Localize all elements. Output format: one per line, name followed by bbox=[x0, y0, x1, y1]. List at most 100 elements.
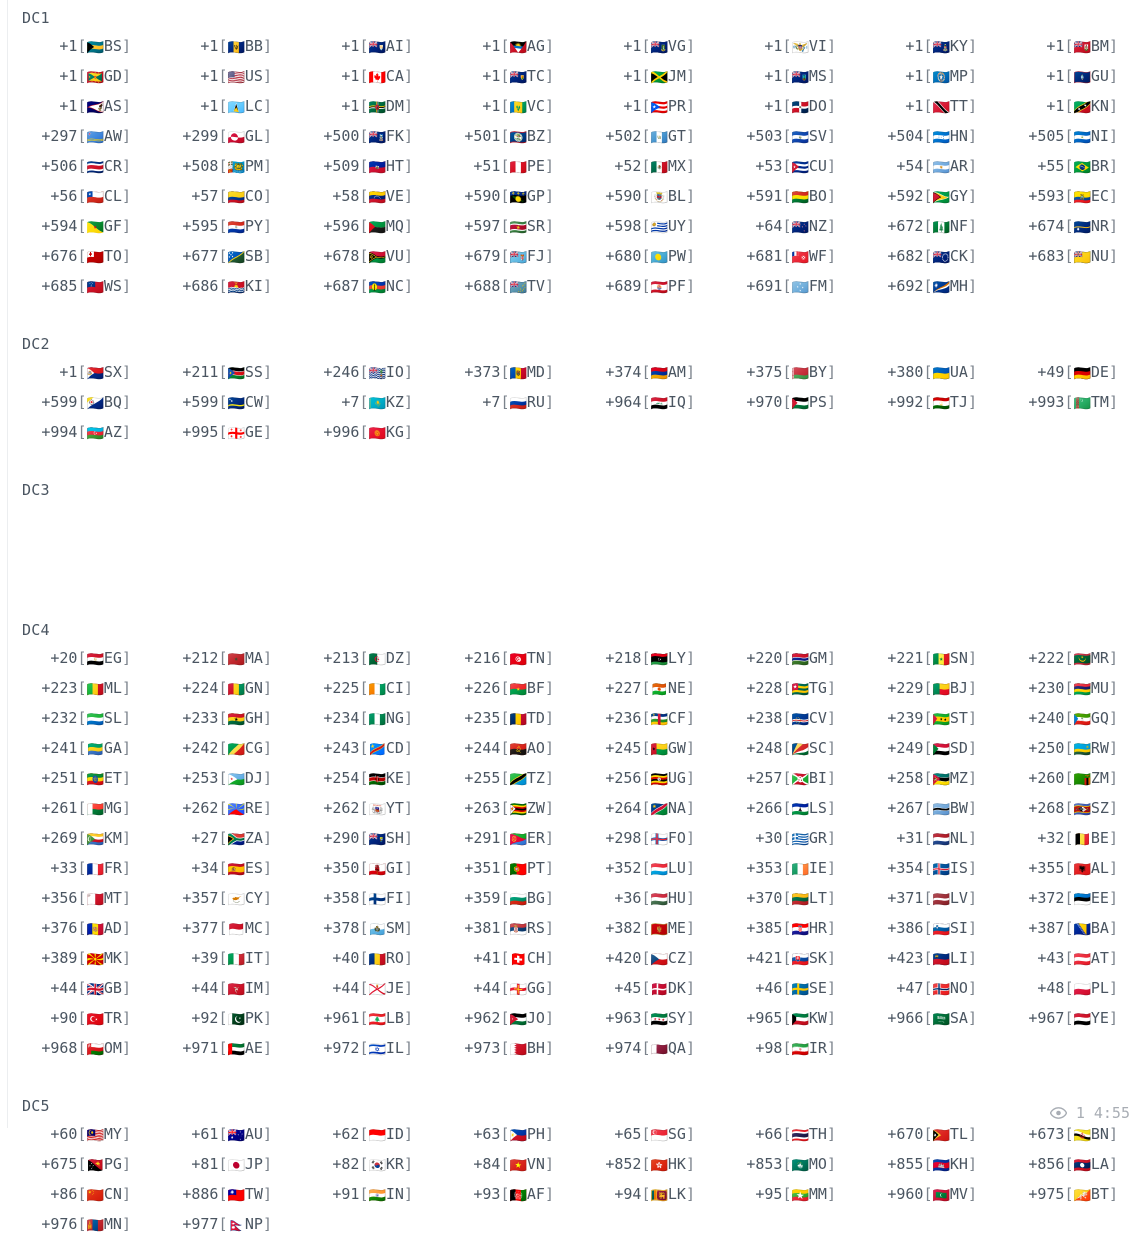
dial-code-entry[interactable]: +254[🇰🇪KE] bbox=[294, 764, 435, 794]
dial-code-entry[interactable]: +960[🇲🇻MV] bbox=[858, 1180, 999, 1210]
dial-code-entry[interactable]: +268[🇸🇿SZ] bbox=[999, 794, 1140, 824]
dial-code-entry[interactable]: +673[🇧🇳BN] bbox=[999, 1120, 1140, 1150]
dial-code-entry[interactable]: +423[🇱🇮LI] bbox=[858, 944, 999, 974]
dial-code-entry[interactable]: +1[🇲🇵MP] bbox=[858, 62, 999, 92]
dial-code-entry[interactable]: +238[🇨🇻CV] bbox=[717, 704, 858, 734]
dial-code-entry[interactable]: +386[🇸🇮SI] bbox=[858, 914, 999, 944]
dial-code-entry[interactable]: +967[🇾🇪YE] bbox=[999, 1004, 1140, 1034]
dial-code-entry[interactable]: +234[🇳🇬NG] bbox=[294, 704, 435, 734]
dial-code-entry[interactable]: +239[🇸🇹ST] bbox=[858, 704, 999, 734]
dial-code-entry[interactable]: +359[🇧🇬BG] bbox=[435, 884, 576, 914]
dial-code-entry[interactable]: +98[🇮🇷IR] bbox=[717, 1034, 858, 1064]
dial-code-entry[interactable]: +686[🇰🇮KI] bbox=[153, 272, 294, 302]
dial-code-entry[interactable]: +994[🇦🇿AZ] bbox=[12, 418, 153, 448]
dial-code-entry[interactable]: +1[🇦🇮AI] bbox=[294, 32, 435, 62]
dial-code-entry[interactable]: +45[🇩🇰DK] bbox=[576, 974, 717, 1004]
dial-code-entry[interactable]: +222[🇲🇷MR] bbox=[999, 644, 1140, 674]
dial-code-entry[interactable]: +95[🇲🇲MM] bbox=[717, 1180, 858, 1210]
dial-code-entry[interactable]: +689[🇵🇫PF] bbox=[576, 272, 717, 302]
dial-code-entry[interactable]: +27[🇿🇦ZA] bbox=[153, 824, 294, 854]
dial-code-entry[interactable]: +975[🇧🇹BT] bbox=[999, 1180, 1140, 1210]
dial-code-entry[interactable]: +1[🇨🇦CA] bbox=[294, 62, 435, 92]
dial-code-entry[interactable]: +92[🇵🇰PK] bbox=[153, 1004, 294, 1034]
dial-code-entry[interactable]: +48[🇵🇱PL] bbox=[999, 974, 1140, 1004]
dial-code-entry[interactable]: +251[🇪🇹ET] bbox=[12, 764, 153, 794]
dial-code-entry[interactable]: +681[🇼🇫WF] bbox=[717, 242, 858, 272]
dial-code-entry[interactable]: +676[🇹🇴TO] bbox=[12, 242, 153, 272]
dial-code-entry[interactable]: +220[🇬🇲GM] bbox=[717, 644, 858, 674]
dial-code-entry[interactable]: +385[🇭🇷HR] bbox=[717, 914, 858, 944]
dial-code-entry[interactable]: +389[🇲🇰MK] bbox=[12, 944, 153, 974]
dial-code-entry[interactable]: +60[🇲🇾MY] bbox=[12, 1120, 153, 1150]
dial-code-entry[interactable]: +66[🇹🇭TH] bbox=[717, 1120, 858, 1150]
dial-code-entry[interactable]: +677[🇸🇧SB] bbox=[153, 242, 294, 272]
dial-code-entry[interactable]: +692[🇲🇭MH] bbox=[858, 272, 999, 302]
dial-code-entry[interactable]: +262[🇷🇪RE] bbox=[153, 794, 294, 824]
dial-code-entry[interactable]: +90[🇹🇷TR] bbox=[12, 1004, 153, 1034]
dial-code-entry[interactable]: +420[🇨🇿CZ] bbox=[576, 944, 717, 974]
dial-code-entry[interactable]: +41[🇨🇭CH] bbox=[435, 944, 576, 974]
dial-code-entry[interactable]: +678[🇻🇺VU] bbox=[294, 242, 435, 272]
dial-code-entry[interactable]: +36[🇭🇺HU] bbox=[576, 884, 717, 914]
dial-code-entry[interactable]: +380[🇺🇦UA] bbox=[858, 358, 999, 388]
dial-code-entry[interactable]: +966[🇸🇦SA] bbox=[858, 1004, 999, 1034]
dial-code-entry[interactable]: +62[🇮🇩ID] bbox=[294, 1120, 435, 1150]
dial-code-entry[interactable]: +506[🇨🇷CR] bbox=[12, 152, 153, 182]
dial-code-entry[interactable]: +52[🇲🇽MX] bbox=[576, 152, 717, 182]
dial-code-entry[interactable]: +299[🇬🇱GL] bbox=[153, 122, 294, 152]
dial-code-entry[interactable]: +374[🇦🇲AM] bbox=[576, 358, 717, 388]
dial-code-entry[interactable]: +227[🇳🇪NE] bbox=[576, 674, 717, 704]
dial-code-entry[interactable]: +269[🇰🇲KM] bbox=[12, 824, 153, 854]
dial-code-entry[interactable]: +508[🇵🇲PM] bbox=[153, 152, 294, 182]
dial-code-entry[interactable]: +599[🇨🇼CW] bbox=[153, 388, 294, 418]
dial-code-entry[interactable]: +680[🇵🇼PW] bbox=[576, 242, 717, 272]
dial-code-entry[interactable]: +971[🇦🇪AE] bbox=[153, 1034, 294, 1064]
dial-code-entry[interactable]: +357[🇨🇾CY] bbox=[153, 884, 294, 914]
dial-code-entry[interactable]: +505[🇳🇮NI] bbox=[999, 122, 1140, 152]
dial-code-entry[interactable]: +962[🇯🇴JO] bbox=[435, 1004, 576, 1034]
dial-code-entry[interactable]: +253[🇩🇯DJ] bbox=[153, 764, 294, 794]
dial-code-entry[interactable]: +249[🇸🇩SD] bbox=[858, 734, 999, 764]
dial-code-entry[interactable]: +7[🇰🇿KZ] bbox=[294, 388, 435, 418]
dial-code-entry[interactable]: +240[🇬🇶GQ] bbox=[999, 704, 1140, 734]
dial-code-entry[interactable]: +595[🇵🇾PY] bbox=[153, 212, 294, 242]
dial-code-entry[interactable]: +502[🇬🇹GT] bbox=[576, 122, 717, 152]
dial-code-entry[interactable]: +216[🇹🇳TN] bbox=[435, 644, 576, 674]
dial-code-entry[interactable]: +964[🇮🇶IQ] bbox=[576, 388, 717, 418]
dial-code-entry[interactable]: +49[🇩🇪DE] bbox=[999, 358, 1140, 388]
dial-code-entry[interactable]: +358[🇫🇮FI] bbox=[294, 884, 435, 914]
dial-code-entry[interactable]: +290[🇸🇭SH] bbox=[294, 824, 435, 854]
dial-code-entry[interactable]: +592[🇬🇾GY] bbox=[858, 182, 999, 212]
dial-code-entry[interactable]: +81[🇯🇵JP] bbox=[153, 1150, 294, 1180]
dial-code-entry[interactable]: +996[🇰🇬KG] bbox=[294, 418, 435, 448]
dial-code-entry[interactable]: +63[🇵🇭PH] bbox=[435, 1120, 576, 1150]
dial-code-entry[interactable]: +226[🇧🇫BF] bbox=[435, 674, 576, 704]
dial-code-entry[interactable]: +591[🇧🇴BO] bbox=[717, 182, 858, 212]
dial-code-entry[interactable]: +371[🇱🇻LV] bbox=[858, 884, 999, 914]
dial-code-entry[interactable]: +58[🇻🇪VE] bbox=[294, 182, 435, 212]
dial-code-entry[interactable]: +995[🇬🇪GE] bbox=[153, 418, 294, 448]
dial-code-entry[interactable]: +225[🇨🇮CI] bbox=[294, 674, 435, 704]
dial-code-entry[interactable]: +232[🇸🇱SL] bbox=[12, 704, 153, 734]
dial-code-entry[interactable]: +504[🇭🇳HN] bbox=[858, 122, 999, 152]
dial-code-entry[interactable]: +224[🇬🇳GN] bbox=[153, 674, 294, 704]
dial-code-entry[interactable]: +373[🇲🇩MD] bbox=[435, 358, 576, 388]
dial-code-entry[interactable]: +228[🇹🇬TG] bbox=[717, 674, 858, 704]
dial-code-entry[interactable]: +86[🇨🇳CN] bbox=[12, 1180, 153, 1210]
dial-code-entry[interactable]: +33[🇫🇷FR] bbox=[12, 854, 153, 884]
dial-code-entry[interactable]: +381[🇷🇸RS] bbox=[435, 914, 576, 944]
dial-code-entry[interactable]: +1[🇬🇩GD] bbox=[12, 62, 153, 92]
dial-code-entry[interactable]: +57[🇨🇴CO] bbox=[153, 182, 294, 212]
dial-code-entry[interactable]: +30[🇬🇷GR] bbox=[717, 824, 858, 854]
dial-code-entry[interactable]: +291[🇪🇷ER] bbox=[435, 824, 576, 854]
dial-code-entry[interactable]: +1[🇰🇳KN] bbox=[999, 92, 1140, 122]
dial-code-entry[interactable]: +356[🇲🇹MT] bbox=[12, 884, 153, 914]
dial-code-entry[interactable]: +1[🇵🇷PR] bbox=[576, 92, 717, 122]
dial-code-entry[interactable]: +993[🇹🇲TM] bbox=[999, 388, 1140, 418]
dial-code-entry[interactable]: +1[🇰🇾KY] bbox=[858, 32, 999, 62]
dial-code-entry[interactable]: +44[🇯🇪JE] bbox=[294, 974, 435, 1004]
dial-code-entry[interactable]: +965[🇰🇼KW] bbox=[717, 1004, 858, 1034]
dial-code-entry[interactable]: +968[🇴🇲OM] bbox=[12, 1034, 153, 1064]
dial-code-entry[interactable]: +233[🇬🇭GH] bbox=[153, 704, 294, 734]
dial-code-entry[interactable]: +43[🇦🇹AT] bbox=[999, 944, 1140, 974]
